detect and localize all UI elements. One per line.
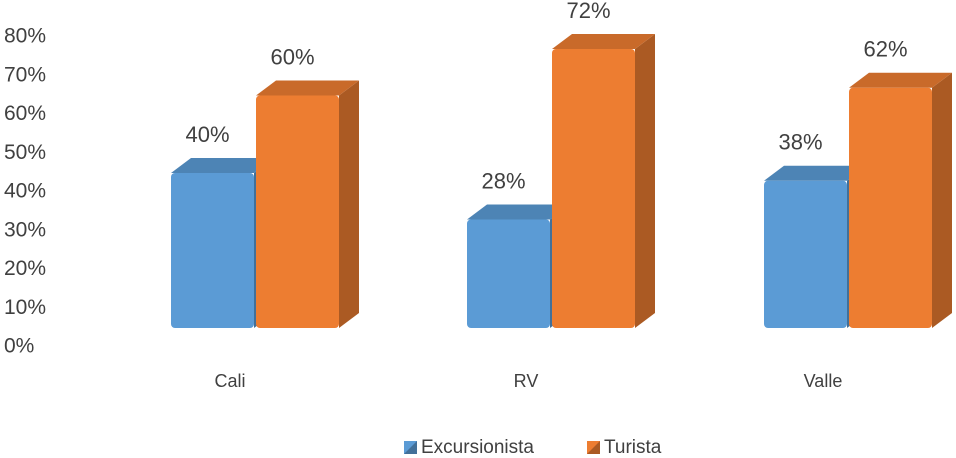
data-label: 62% — [863, 37, 907, 62]
x-tick-label: Valle — [804, 371, 843, 391]
bar — [552, 49, 635, 328]
bar-side — [339, 80, 359, 328]
bar — [256, 95, 339, 328]
x-tick-label: Cali — [214, 371, 245, 391]
bar-side — [635, 34, 655, 328]
legend-label: Excursionista — [421, 437, 534, 458]
bar — [171, 173, 254, 328]
bar — [764, 180, 847, 328]
legend-swatch-shade — [587, 441, 600, 454]
bar-top — [256, 80, 359, 96]
data-label: 60% — [270, 44, 314, 69]
bar-top — [764, 165, 867, 181]
legend-swatch-shade — [404, 441, 417, 454]
y-tick-label: 50% — [4, 141, 46, 164]
bar-top — [467, 204, 570, 220]
data-label: 72% — [566, 0, 610, 23]
y-tick-label: 30% — [4, 218, 46, 241]
y-tick-label: 80% — [4, 25, 46, 48]
x-tick-label: RV — [514, 371, 539, 391]
y-tick-label: 70% — [4, 63, 46, 86]
bar-side — [932, 72, 952, 328]
bar-top — [849, 72, 952, 88]
y-tick-label: 10% — [4, 296, 46, 319]
bar — [849, 87, 932, 328]
legend-label: Turista — [604, 437, 662, 458]
bar-top — [171, 158, 274, 173]
data-label: 38% — [778, 130, 822, 155]
bar-top — [552, 34, 655, 49]
y-tick-label: 20% — [4, 257, 46, 280]
data-label: 40% — [185, 122, 229, 147]
data-label: 28% — [481, 168, 525, 193]
y-tick-label: 40% — [4, 180, 46, 203]
y-tick-label: 60% — [4, 102, 46, 125]
bar — [467, 219, 550, 328]
y-tick-label: 0% — [4, 335, 34, 358]
